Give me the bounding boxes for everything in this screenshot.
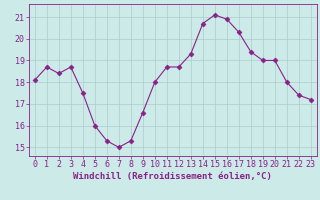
X-axis label: Windchill (Refroidissement éolien,°C): Windchill (Refroidissement éolien,°C) (73, 172, 272, 181)
